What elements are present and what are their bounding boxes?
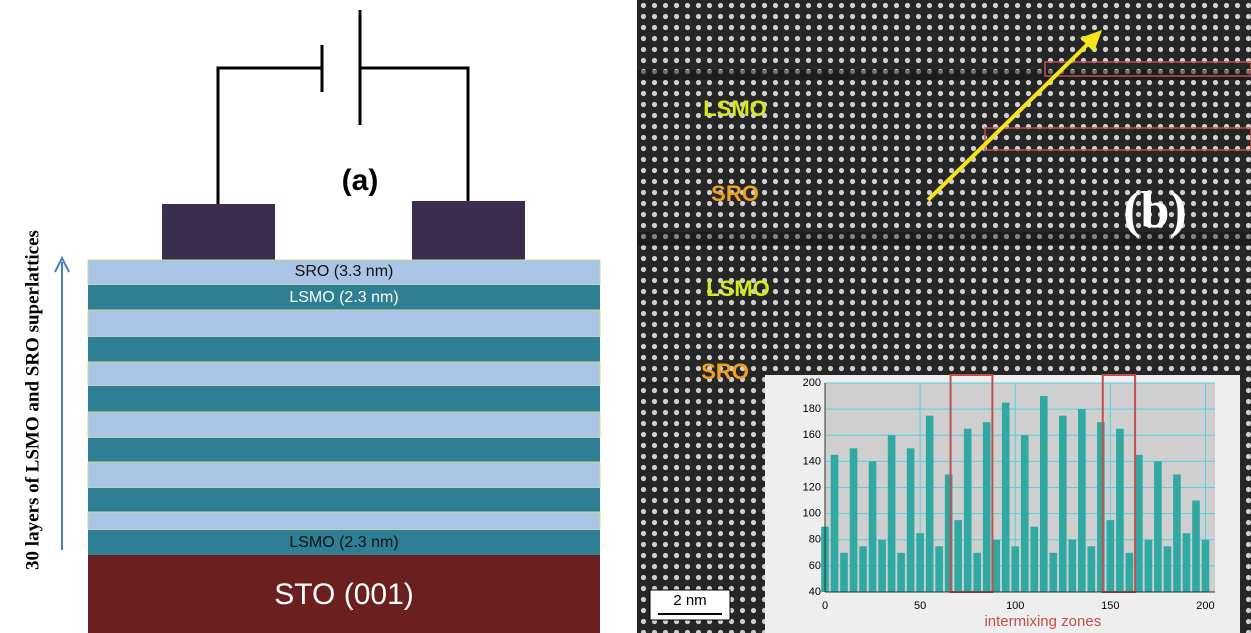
y-tick-label: 40 [809, 586, 821, 598]
sro-layer [88, 512, 600, 530]
bar [1011, 546, 1019, 592]
bar [1202, 540, 1210, 592]
lsmo-layer [88, 438, 600, 462]
sro-layer [88, 412, 600, 438]
bar [840, 553, 848, 592]
side-label: 30 layers of LSMO and SRO superlattices [22, 230, 43, 570]
figure: (a) STO (001) SRO (3.3 nm) LSMO (2.3 nm)… [0, 0, 1251, 633]
y-tick-label: 140 [803, 455, 821, 467]
bar [1059, 416, 1067, 592]
layer-label: SRO (3.3 nm) [295, 263, 394, 280]
electrode [412, 201, 525, 260]
bar [1135, 455, 1143, 592]
y-tick-label: 160 [803, 429, 821, 441]
panel-label: (a) [342, 164, 379, 197]
bar [1145, 540, 1153, 592]
sro-layer [88, 362, 600, 386]
y-tick-label: 100 [803, 508, 821, 520]
bar [1040, 396, 1048, 592]
layer-label: SRO [701, 359, 749, 384]
y-tick-label: 180 [803, 403, 821, 415]
lsmo-layer [88, 386, 600, 412]
y-tick-label: 80 [809, 534, 821, 546]
wire [218, 68, 322, 204]
y-tick-label: 120 [803, 481, 821, 493]
bar [907, 448, 915, 592]
interface [637, 70, 1251, 80]
bar [1164, 546, 1172, 592]
electrode [162, 204, 275, 260]
x-tick-label: 100 [1006, 600, 1024, 612]
bar [964, 429, 972, 592]
bar [878, 540, 886, 592]
lsmo-layer [88, 337, 600, 362]
substrate-label: STO (001) [274, 578, 414, 611]
bar [850, 448, 858, 592]
bar [831, 455, 839, 592]
bar [992, 540, 1000, 592]
bar [1078, 409, 1086, 592]
y-tick-label: 200 [803, 377, 821, 389]
bar [859, 546, 867, 592]
lsmo-layer [88, 488, 600, 512]
bar [1021, 435, 1029, 592]
x-tick-label: 0 [822, 600, 828, 612]
bar [1192, 501, 1200, 592]
layer-label: SRO [711, 181, 759, 206]
bar [1030, 527, 1038, 592]
x-tick-label: 50 [914, 600, 926, 612]
bar [916, 533, 924, 592]
bar [1173, 474, 1181, 592]
layer-label: LSMO (2.3 nm) [289, 534, 398, 551]
panel-a: (a) STO (001) SRO (3.3 nm) LSMO (2.3 nm)… [22, 10, 600, 633]
bar [983, 422, 991, 592]
bar [1183, 533, 1191, 592]
panel-b: LSMO SRO LSMO SRO (b) 2 nm 40 60 80 100 120 1… [637, 0, 1251, 633]
layer-label: LSMO [706, 276, 770, 301]
scale-bar-label: 2 nm [673, 592, 706, 609]
y-tick-label: 60 [809, 560, 821, 572]
bar [1126, 553, 1134, 592]
layer-label: LSMO (2.3 nm) [289, 289, 398, 306]
panel-label: (b) [1123, 182, 1187, 239]
bar [954, 520, 962, 592]
bar [1002, 403, 1010, 592]
bar [1154, 461, 1162, 592]
bar [935, 546, 943, 592]
layer-label: LSMO [703, 96, 767, 121]
bar [973, 553, 981, 592]
bar [1116, 429, 1124, 592]
bar [1049, 553, 1057, 592]
bar [1069, 540, 1077, 592]
x-tick-label: 200 [1196, 600, 1214, 612]
bar [1107, 520, 1115, 592]
bar [897, 553, 905, 592]
sro-layer [88, 462, 600, 488]
bar [926, 416, 934, 592]
sro-layer [88, 310, 600, 337]
bar [888, 435, 896, 592]
x-tick-label: 150 [1101, 600, 1119, 612]
bar [1088, 546, 1096, 592]
bar [869, 461, 877, 592]
highlight-label: intermixing zones [984, 613, 1101, 630]
